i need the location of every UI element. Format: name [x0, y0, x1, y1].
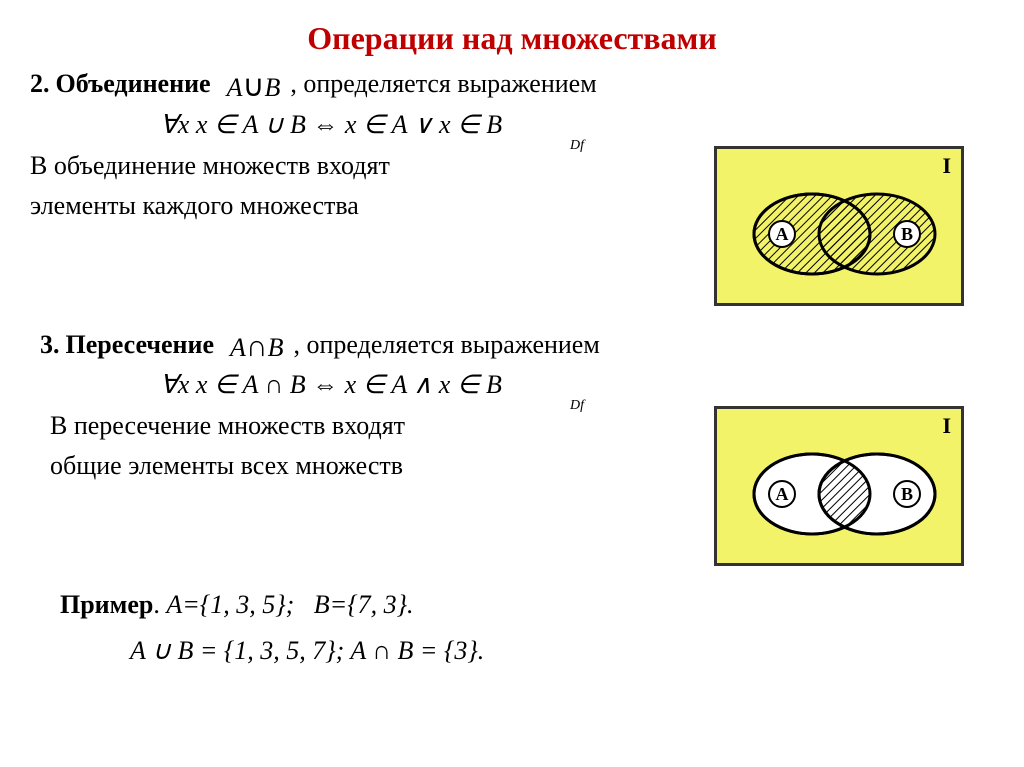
union-desc-line2: элементы каждого множества [30, 191, 359, 220]
union-symbol: A∪B [227, 69, 281, 104]
intersection-desc-line1: В пересечение множеств входят [50, 411, 405, 440]
svg-text:A: A [776, 484, 789, 504]
union-venn-svg: A B [717, 149, 961, 303]
intersection-num: 3. [40, 330, 60, 360]
intersection-df-label: Df [570, 398, 584, 414]
set-a: A [230, 333, 246, 362]
set-b: B [268, 333, 284, 362]
union-venn-diagram: I A B [714, 146, 964, 306]
example-line: Пример. A={1, 3, 5}; B={7, 3}. [60, 590, 994, 620]
intersection-formula-text: ∀x x ∈ A ∩ B ⇔ x ∈ A ∧ x ∈ B [160, 370, 502, 399]
union-desc-line1: В объединение множеств входят [30, 151, 390, 180]
set-a: A [227, 73, 243, 102]
intersection-description: В пересечение множеств входят общие элем… [50, 406, 405, 487]
intersection-desc-line2: общие элементы всех множеств [50, 451, 403, 480]
union-num: 2. [30, 69, 50, 99]
intersection-venn-diagram: I A B [714, 406, 964, 566]
example-set-a: A={1, 3, 5}; [166, 590, 294, 619]
intersection-operator-icon: ∩ [246, 330, 268, 363]
union-formula-text: ∀x x ∈ A ∪ B ⇔ x ∈ A ∨ x ∈ B [160, 110, 502, 139]
intersection-tail: , определяется выражением [294, 330, 600, 360]
set-b: B [264, 73, 280, 102]
svg-text:B: B [901, 484, 913, 504]
union-tail: , определяется выражением [290, 69, 596, 99]
intersection-header: 3. Пересечение A∩B , определяется выраже… [40, 330, 994, 364]
union-description: В объединение множеств входят элементы к… [30, 146, 390, 227]
union-name: Объединение [56, 69, 211, 99]
union-operator-icon: ∪ [242, 70, 264, 103]
union-df-label: Df [570, 138, 584, 154]
intersection-name: Пересечение [66, 330, 215, 360]
page-title: Операции над множествами [30, 20, 994, 57]
example-label: Пример [60, 590, 153, 619]
intersection-venn-svg: A B [717, 409, 961, 563]
example-answer: A ∪ B = {1, 3, 5, 7}; A ∩ B = {3}. [130, 636, 994, 666]
example-set-b: B={7, 3}. [314, 590, 414, 619]
union-header: 2. Объединение A∪B , определяется выраже… [30, 69, 994, 104]
intersection-formula: ∀x x ∈ A ∩ B ⇔ x ∈ A ∧ x ∈ B Df [160, 370, 994, 400]
union-formula: ∀x x ∈ A ∪ B ⇔ x ∈ A ∨ x ∈ B Df [160, 110, 994, 140]
svg-text:B: B [901, 224, 913, 244]
intersection-symbol: A∩B [230, 330, 283, 364]
svg-text:A: A [776, 224, 789, 244]
